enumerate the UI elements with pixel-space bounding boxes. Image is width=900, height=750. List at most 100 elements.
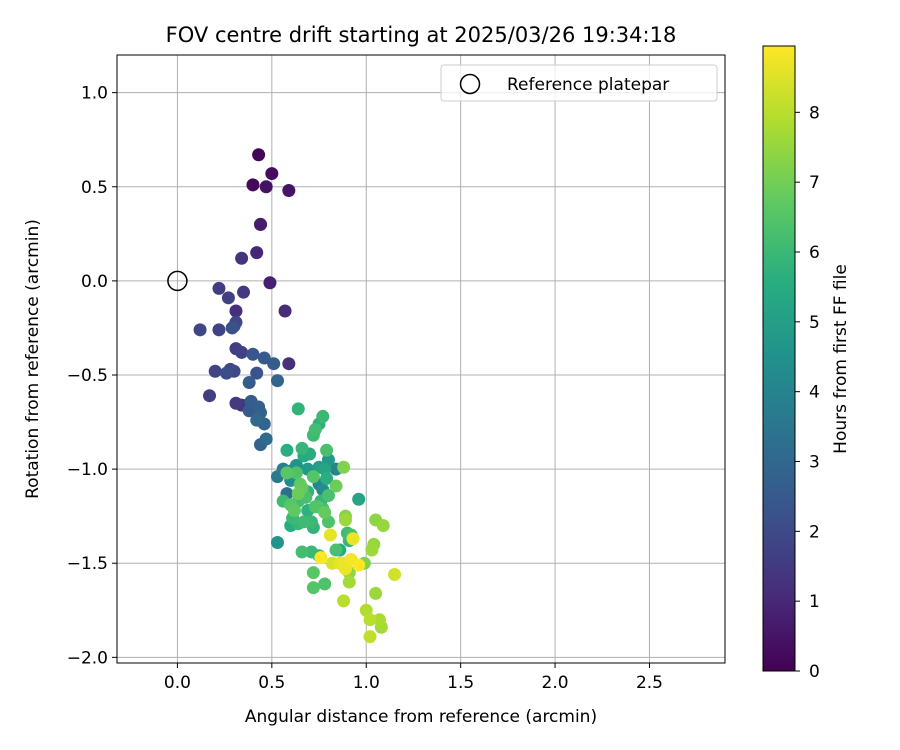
data-point [259,432,273,446]
colorbar-tick-label: 3 [809,453,820,473]
data-point [365,543,379,557]
data-point [280,466,294,480]
data-point [212,281,226,295]
legend-marker-icon [459,73,481,95]
x-axis-ticks: 0.0 0.5 1.0 1.5 2.0 2.5 [164,663,663,693]
data-point [306,470,320,484]
data-point [246,347,260,361]
data-point [229,396,243,410]
data-point [254,217,268,231]
data-point [257,351,271,365]
y-tick-label: 0.5 [81,178,108,198]
data-point [376,519,390,533]
plot-frame [116,54,726,664]
data-point [250,413,264,427]
y-tick-label: −0.5 [67,366,108,386]
colorbar-tick-label: 2 [809,522,820,542]
data-point [291,402,305,416]
data-point [212,323,226,337]
data-point [208,364,222,378]
x-tick-label: 1.5 [447,673,474,693]
data-point [221,291,235,305]
data-point [289,466,303,480]
data-point [320,472,334,486]
y-tick-label: −2.0 [67,648,108,668]
data-point [295,441,309,455]
x-axis-label: Angular distance from reference (arcmin) [245,707,597,727]
data-point [270,374,284,388]
x-tick-label: 2.5 [636,673,663,693]
data-point [237,285,251,299]
data-point [318,577,332,591]
data-point [220,366,234,380]
data-point [329,479,343,493]
colorbar-tick-label: 6 [809,243,820,263]
data-point [304,545,318,559]
reference-marker-layer [167,270,188,292]
data-point [342,575,356,589]
colorbar-ticks: 0 1 2 3 4 5 6 7 8 [795,103,820,682]
data-point [250,366,264,380]
data-point [352,558,366,572]
colorbar [762,45,796,672]
data-point [291,487,305,501]
reference-platepar-marker [167,270,188,292]
colorbar-tick-label: 8 [809,103,820,123]
colorbar-tick-label: 0 [809,662,820,682]
data-point [242,376,256,390]
data-point [270,536,284,550]
data-point [346,532,360,546]
x-tick-label: 1.0 [353,673,380,693]
data-point [235,345,249,359]
data-point [250,246,264,260]
colorbar-label: Hours from first FF file [831,264,851,454]
data-point [308,423,322,437]
y-axis-ticks: 1.0 0.5 0.0 −0.5 −1.0 −1.5 −2.0 [67,84,117,668]
data-point [229,304,243,318]
data-point [314,551,328,565]
x-tick-label: 0.0 [164,673,191,693]
colorbar-tick-label: 1 [809,592,820,612]
data-point [337,460,351,474]
data-point [193,323,207,337]
y-tick-label: 0.0 [81,272,108,292]
data-point [337,594,351,608]
data-point [329,543,343,557]
scatter-points [193,148,402,644]
colorbar-tick-label: 7 [809,173,820,193]
colorbar-tick-label: 5 [809,313,820,333]
data-point [316,409,330,423]
y-tick-label: −1.5 [67,554,108,574]
legend: Reference platepar [440,64,718,102]
x-tick-label: 2.0 [542,673,569,693]
data-point [282,184,296,198]
data-point [297,515,311,529]
grid-lines [117,55,725,663]
data-point [259,180,273,194]
data-point [318,505,332,519]
data-point [265,167,279,181]
data-point [363,613,377,627]
data-point [372,613,386,627]
x-tick-label: 0.5 [258,673,285,693]
data-point [320,443,334,457]
legend-entry-reference: Reference platepar [507,75,669,95]
data-point [287,504,301,518]
legend-box [440,64,718,102]
data-point [278,304,292,318]
data-point [263,276,277,290]
data-point [235,251,249,265]
data-point [225,321,239,335]
colorbar-tick-label: 4 [809,383,820,403]
data-point [338,562,352,576]
data-point [321,488,335,502]
data-point [246,178,260,192]
y-tick-label: 1.0 [81,84,108,104]
chart-title: FOV centre drift starting at 2025/03/26 … [166,23,677,47]
data-point [267,357,281,371]
data-point [252,148,266,162]
y-tick-label: −1.0 [67,460,108,480]
data-point [203,389,217,403]
data-point [295,545,309,559]
